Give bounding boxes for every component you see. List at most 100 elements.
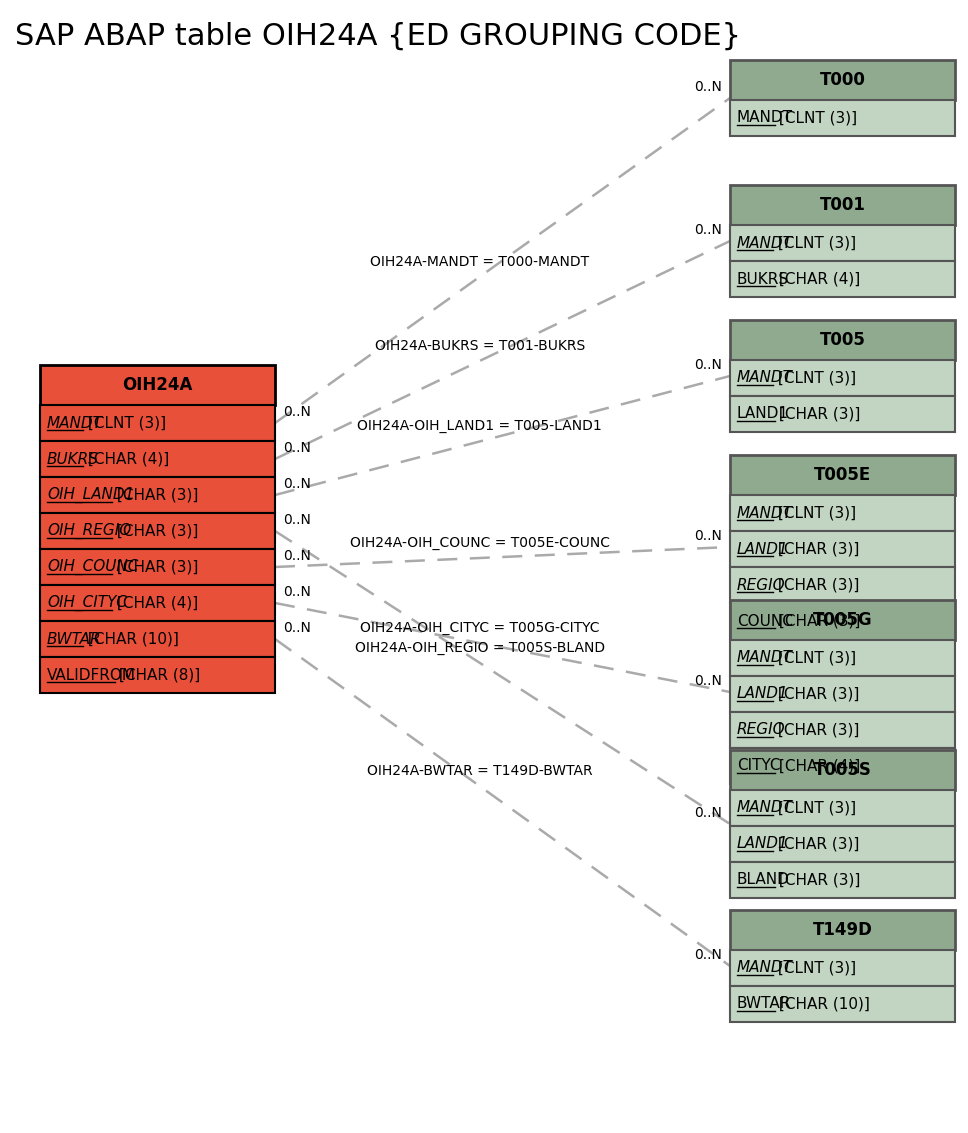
- Bar: [730, 397, 955, 432]
- Bar: [730, 320, 955, 360]
- Text: CITYC: CITYC: [737, 758, 780, 774]
- Text: [CHAR (3)]: [CHAR (3)]: [774, 613, 861, 629]
- Bar: [730, 862, 955, 898]
- Text: [CHAR (4)]: [CHAR (4)]: [111, 596, 198, 611]
- Text: [CLNT (3)]: [CLNT (3)]: [773, 961, 856, 976]
- Text: COUNC: COUNC: [737, 613, 793, 629]
- Bar: [40, 550, 275, 585]
- Text: BLAND: BLAND: [737, 872, 790, 887]
- Text: [CHAR (3)]: [CHAR (3)]: [774, 407, 861, 421]
- Bar: [730, 261, 955, 297]
- Text: BWTAR: BWTAR: [47, 631, 102, 647]
- Text: 0..N: 0..N: [694, 948, 722, 962]
- Bar: [730, 600, 955, 640]
- Bar: [730, 531, 955, 566]
- Bar: [730, 603, 955, 639]
- Text: [CHAR (4)]: [CHAR (4)]: [83, 451, 169, 467]
- Text: T001: T001: [820, 196, 865, 214]
- Text: BWTAR: BWTAR: [737, 997, 792, 1012]
- Text: 0..N: 0..N: [283, 404, 311, 419]
- Text: OIH24A-OIH_CITYC = T005G-CITYC: OIH24A-OIH_CITYC = T005G-CITYC: [360, 621, 599, 636]
- Text: [CLNT (3)]: [CLNT (3)]: [773, 505, 856, 520]
- Text: T000: T000: [820, 71, 865, 90]
- Bar: [730, 185, 955, 225]
- Bar: [40, 404, 275, 441]
- Bar: [730, 750, 955, 790]
- Text: [CLNT (3)]: [CLNT (3)]: [83, 416, 166, 431]
- Text: SAP ABAP table OIH24A {ED GROUPING CODE}: SAP ABAP table OIH24A {ED GROUPING CODE}: [15, 22, 741, 51]
- Text: MANDT: MANDT: [47, 416, 103, 431]
- Text: [CHAR (3)]: [CHAR (3)]: [111, 487, 198, 503]
- Text: [CHAR (3)]: [CHAR (3)]: [773, 542, 860, 556]
- Text: MANDT: MANDT: [737, 370, 793, 385]
- Text: OIH_COUNC: OIH_COUNC: [47, 559, 138, 576]
- Text: [CLNT (3)]: [CLNT (3)]: [773, 236, 856, 250]
- Text: 0..N: 0..N: [283, 585, 311, 599]
- Bar: [40, 585, 275, 621]
- Text: OIH_REGIO: OIH_REGIO: [47, 523, 132, 539]
- Text: [CHAR (10)]: [CHAR (10)]: [83, 631, 179, 647]
- Text: [CHAR (8)]: [CHAR (8)]: [114, 667, 200, 682]
- Text: [CHAR (4)]: [CHAR (4)]: [774, 758, 861, 774]
- Text: OIH_LAND1: OIH_LAND1: [47, 487, 135, 503]
- Text: BUKRS: BUKRS: [737, 272, 789, 287]
- Text: 0..N: 0..N: [283, 550, 311, 563]
- Bar: [730, 100, 955, 136]
- Text: 0..N: 0..N: [283, 477, 311, 491]
- Bar: [730, 676, 955, 712]
- Bar: [730, 455, 955, 495]
- Text: LAND1: LAND1: [737, 542, 789, 556]
- Text: T149D: T149D: [812, 921, 872, 939]
- Bar: [730, 225, 955, 261]
- Text: 0..N: 0..N: [283, 621, 311, 634]
- Text: MANDT: MANDT: [737, 111, 793, 126]
- Bar: [730, 640, 955, 676]
- Text: OIH24A-BUKRS = T001-BUKRS: OIH24A-BUKRS = T001-BUKRS: [375, 339, 585, 352]
- Text: 0..N: 0..N: [694, 80, 722, 94]
- Text: [CHAR (3)]: [CHAR (3)]: [111, 560, 198, 574]
- Text: OIH24A-BWTAR = T149D-BWTAR: OIH24A-BWTAR = T149D-BWTAR: [367, 764, 592, 778]
- Bar: [730, 60, 955, 100]
- Text: REGIO: REGIO: [737, 723, 786, 738]
- Bar: [730, 790, 955, 826]
- Bar: [730, 986, 955, 1022]
- Text: MANDT: MANDT: [737, 236, 793, 250]
- Bar: [730, 910, 955, 949]
- Bar: [40, 513, 275, 550]
- Text: LAND1: LAND1: [737, 687, 789, 701]
- Bar: [730, 826, 955, 862]
- Text: BUKRS: BUKRS: [47, 451, 99, 467]
- Text: LAND1: LAND1: [737, 407, 789, 421]
- Text: 0..N: 0..N: [283, 513, 311, 527]
- Bar: [730, 495, 955, 531]
- Text: OIH24A-OIH_COUNC = T005E-COUNC: OIH24A-OIH_COUNC = T005E-COUNC: [349, 536, 610, 550]
- Text: [CHAR (3)]: [CHAR (3)]: [111, 523, 198, 538]
- Text: [CLNT (3)]: [CLNT (3)]: [773, 801, 856, 816]
- Text: 0..N: 0..N: [694, 674, 722, 688]
- Text: REGIO: REGIO: [737, 578, 786, 593]
- Bar: [40, 477, 275, 513]
- Text: [CLNT (3)]: [CLNT (3)]: [773, 650, 856, 665]
- Text: [CHAR (10)]: [CHAR (10)]: [774, 997, 870, 1012]
- Text: [CHAR (3)]: [CHAR (3)]: [773, 723, 860, 738]
- Text: [CHAR (3)]: [CHAR (3)]: [774, 872, 861, 887]
- Text: MANDT: MANDT: [737, 505, 793, 520]
- Text: MANDT: MANDT: [737, 650, 793, 665]
- Bar: [40, 621, 275, 657]
- Text: T005E: T005E: [814, 466, 871, 484]
- Text: OIH24A: OIH24A: [122, 376, 193, 394]
- Text: [CHAR (3)]: [CHAR (3)]: [773, 687, 860, 701]
- Text: LAND1: LAND1: [737, 836, 789, 852]
- Text: OIH24A-MANDT = T000-MANDT: OIH24A-MANDT = T000-MANDT: [370, 255, 590, 269]
- Bar: [730, 566, 955, 603]
- Text: [CHAR (3)]: [CHAR (3)]: [773, 836, 860, 852]
- Text: 0..N: 0..N: [694, 529, 722, 543]
- Bar: [730, 748, 955, 784]
- Bar: [730, 360, 955, 397]
- Text: T005S: T005S: [813, 761, 871, 780]
- Text: MANDT: MANDT: [737, 961, 793, 976]
- Text: 0..N: 0..N: [283, 441, 311, 455]
- Text: OIH_CITYC: OIH_CITYC: [47, 595, 127, 611]
- Text: MANDT: MANDT: [737, 801, 793, 816]
- Bar: [40, 441, 275, 477]
